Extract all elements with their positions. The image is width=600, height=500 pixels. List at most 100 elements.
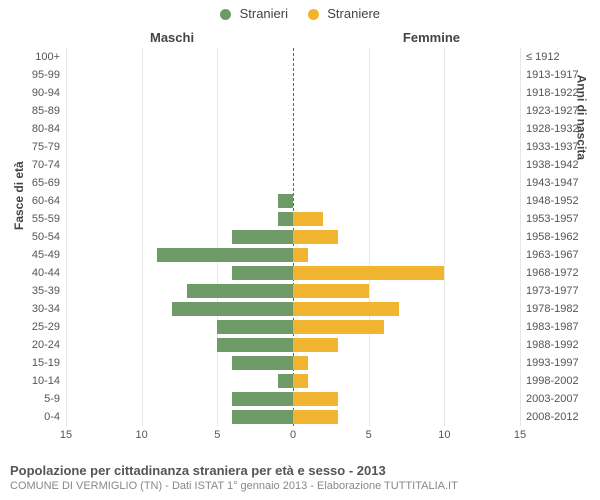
plot-area: 15105051015100+≤ 191295-991913-191790-94… xyxy=(66,48,520,426)
bar-male xyxy=(232,392,293,406)
x-tick: 10 xyxy=(438,426,450,441)
birth-year-label: 1973-1977 xyxy=(520,282,579,300)
bar-female xyxy=(293,338,338,352)
age-label: 35-39 xyxy=(32,282,66,300)
age-label: 60-64 xyxy=(32,192,66,210)
bar-female xyxy=(293,284,369,298)
birth-year-label: 1953-1957 xyxy=(520,210,579,228)
bar-male xyxy=(232,266,293,280)
age-label: 90-94 xyxy=(32,84,66,102)
age-row: 20-241988-1992 xyxy=(66,336,520,354)
age-label: 95-99 xyxy=(32,66,66,84)
age-row: 55-591953-1957 xyxy=(66,210,520,228)
x-tick: 15 xyxy=(514,426,526,441)
birth-year-label: 1988-1992 xyxy=(520,336,579,354)
age-row: 60-641948-1952 xyxy=(66,192,520,210)
age-label: 65-69 xyxy=(32,174,66,192)
birth-year-label: 1983-1987 xyxy=(520,318,579,336)
footer-title: Popolazione per cittadinanza straniera p… xyxy=(10,463,590,478)
legend-swatch-male xyxy=(220,9,231,20)
birth-year-label: 1998-2002 xyxy=(520,372,579,390)
bar-female xyxy=(293,374,308,388)
age-label: 0-4 xyxy=(44,408,66,426)
age-row: 85-891923-1927 xyxy=(66,102,520,120)
birth-year-label: 1978-1982 xyxy=(520,300,579,318)
birth-year-label: 1928-1932 xyxy=(520,120,579,138)
bar-male xyxy=(232,410,293,424)
x-tick: 0 xyxy=(290,426,296,441)
birth-year-label: 1923-1927 xyxy=(520,102,579,120)
legend-swatch-female xyxy=(308,9,319,20)
age-label: 70-74 xyxy=(32,156,66,174)
birth-year-label: 2003-2007 xyxy=(520,390,579,408)
legend: Stranieri Straniere xyxy=(0,6,600,21)
bar-female xyxy=(293,392,338,406)
age-label: 45-49 xyxy=(32,246,66,264)
bar-male xyxy=(278,194,293,208)
bar-female xyxy=(293,248,308,262)
chart-footer: Popolazione per cittadinanza straniera p… xyxy=(10,463,590,492)
age-label: 85-89 xyxy=(32,102,66,120)
birth-year-label: 1938-1942 xyxy=(520,156,579,174)
age-label: 40-44 xyxy=(32,264,66,282)
x-tick: 5 xyxy=(366,426,372,441)
age-row: 35-391973-1977 xyxy=(66,282,520,300)
bar-female xyxy=(293,266,444,280)
header-female: Femmine xyxy=(403,30,460,45)
y-axis-label-left: Fasce di età xyxy=(12,161,26,230)
birth-year-label: 1913-1917 xyxy=(520,66,579,84)
birth-year-label: ≤ 1912 xyxy=(520,48,560,66)
birth-year-label: 1943-1947 xyxy=(520,174,579,192)
age-row: 95-991913-1917 xyxy=(66,66,520,84)
age-label: 10-14 xyxy=(32,372,66,390)
birth-year-label: 1958-1962 xyxy=(520,228,579,246)
birth-year-label: 1993-1997 xyxy=(520,354,579,372)
age-row: 25-291983-1987 xyxy=(66,318,520,336)
age-row: 40-441968-1972 xyxy=(66,264,520,282)
x-tick: 10 xyxy=(136,426,148,441)
bar-female xyxy=(293,356,308,370)
age-label: 100+ xyxy=(35,48,66,66)
age-label: 80-84 xyxy=(32,120,66,138)
legend-item-female: Straniere xyxy=(308,6,380,21)
age-row: 100+≤ 1912 xyxy=(66,48,520,66)
x-tick: 5 xyxy=(214,426,220,441)
age-row: 5-92003-2007 xyxy=(66,390,520,408)
birth-year-label: 1963-1967 xyxy=(520,246,579,264)
age-label: 50-54 xyxy=(32,228,66,246)
age-label: 5-9 xyxy=(44,390,66,408)
age-row: 45-491963-1967 xyxy=(66,246,520,264)
age-row: 90-941918-1922 xyxy=(66,84,520,102)
age-row: 15-191993-1997 xyxy=(66,354,520,372)
age-row: 80-841928-1932 xyxy=(66,120,520,138)
bar-male xyxy=(217,320,293,334)
age-row: 50-541958-1962 xyxy=(66,228,520,246)
age-row: 70-741938-1942 xyxy=(66,156,520,174)
legend-label-male: Stranieri xyxy=(240,6,288,21)
bar-female xyxy=(293,230,338,244)
bar-male xyxy=(232,356,293,370)
bar-male xyxy=(217,338,293,352)
bar-male xyxy=(278,212,293,226)
age-row: 10-141998-2002 xyxy=(66,372,520,390)
age-label: 55-59 xyxy=(32,210,66,228)
age-row: 75-791933-1937 xyxy=(66,138,520,156)
bar-female xyxy=(293,212,323,226)
header-male: Maschi xyxy=(150,30,194,45)
age-label: 75-79 xyxy=(32,138,66,156)
bar-male xyxy=(172,302,293,316)
age-label: 30-34 xyxy=(32,300,66,318)
population-pyramid-chart: Stranieri Straniere Maschi Femmine Fasce… xyxy=(0,0,600,500)
x-tick: 15 xyxy=(60,426,72,441)
age-label: 15-19 xyxy=(32,354,66,372)
bar-male xyxy=(232,230,293,244)
bar-male xyxy=(157,248,293,262)
bar-female xyxy=(293,302,399,316)
age-row: 0-42008-2012 xyxy=(66,408,520,426)
bar-female xyxy=(293,410,338,424)
birth-year-label: 1948-1952 xyxy=(520,192,579,210)
footer-subtitle: COMUNE DI VERMIGLIO (TN) - Dati ISTAT 1°… xyxy=(10,480,590,492)
age-label: 25-29 xyxy=(32,318,66,336)
bar-male xyxy=(278,374,293,388)
legend-label-female: Straniere xyxy=(327,6,380,21)
